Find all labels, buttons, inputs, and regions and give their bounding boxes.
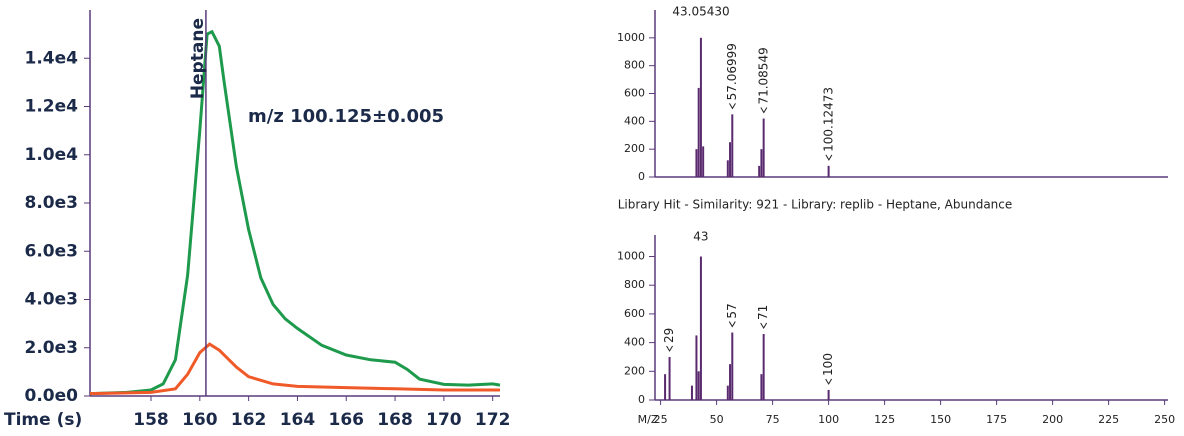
- stem: [760, 374, 763, 400]
- peak-marker: [825, 378, 833, 385]
- x-tick-label: 162: [231, 410, 267, 430]
- peak-marker: [760, 322, 768, 329]
- x-tick-label: 175: [986, 413, 1007, 426]
- stem: [699, 37, 702, 178]
- stem: [695, 335, 698, 400]
- y-tick-label: 1.2e4: [25, 97, 79, 117]
- y-tick-label: 400: [624, 114, 645, 127]
- y-tick-label: 800: [624, 59, 645, 72]
- stem: [729, 142, 732, 177]
- y-tick-label: 6.0e3: [25, 241, 78, 261]
- stem: [726, 385, 729, 400]
- stem: [702, 146, 705, 177]
- chart-title: Library Hit - Similarity: 921 - Library:…: [618, 198, 1013, 212]
- peak-marker: [728, 321, 736, 328]
- peak-label: 57: [725, 303, 739, 318]
- stem: [758, 165, 761, 177]
- x-tick-label: 160: [182, 410, 218, 430]
- x-tick-label: 225: [1098, 413, 1119, 426]
- y-tick-label: 0.0e0: [25, 386, 79, 406]
- y-tick-label: 8.0e3: [25, 193, 78, 213]
- peak-marker: [729, 103, 736, 110]
- stem: [827, 165, 830, 177]
- peak-marker: [760, 107, 768, 114]
- x-tick-label: 250: [1154, 413, 1175, 426]
- stem: [726, 160, 729, 177]
- y-tick-label: 600: [624, 87, 645, 100]
- y-tick-label: 4.0e3: [25, 290, 78, 310]
- peak-label: 29: [662, 328, 676, 343]
- peak-label: 100: [821, 353, 835, 376]
- y-tick-label: 0: [638, 393, 645, 406]
- stem: [664, 374, 667, 400]
- y-tick-label: 1000: [617, 250, 645, 263]
- x-tick-label: 25: [654, 413, 668, 426]
- stem: [690, 385, 693, 400]
- x-tick-label: 158: [133, 410, 169, 430]
- x-tick-label: 150: [930, 413, 951, 426]
- marker-label: Heptane: [188, 18, 208, 99]
- stem: [695, 149, 698, 177]
- x-tick-label: 164: [280, 410, 316, 430]
- peak-marker: [666, 345, 673, 352]
- x-tick-label: 50: [710, 413, 724, 426]
- peak-label: 100.12473: [821, 87, 835, 152]
- y-tick-label: 600: [624, 307, 645, 320]
- stem: [668, 356, 671, 400]
- peak-label: 57.06999: [725, 43, 739, 100]
- stem: [699, 256, 702, 400]
- x-axis-label: M/Z: [638, 413, 659, 426]
- y-tick-label: 200: [624, 364, 645, 377]
- line-series: [89, 29, 501, 396]
- stem: [731, 332, 734, 400]
- stem: [762, 118, 765, 177]
- stem: [697, 371, 700, 400]
- line-series: [89, 342, 500, 396]
- peak-label: 43.05430: [672, 5, 729, 19]
- x-tick-label: 75: [766, 413, 780, 426]
- stem: [731, 114, 734, 177]
- stem: [760, 149, 763, 177]
- peak-label: 71.08549: [756, 47, 770, 104]
- stem: [762, 334, 765, 400]
- x-tick-label: 100: [818, 413, 839, 426]
- peak-label: 43: [693, 230, 708, 244]
- stem: [729, 364, 732, 400]
- y-tick-label: 1.0e4: [25, 145, 79, 165]
- peak-marker: [825, 154, 833, 161]
- y-tick-label: 400: [624, 336, 645, 349]
- x-axis-label: Time (s): [4, 410, 82, 430]
- y-tick-label: 200: [624, 142, 645, 155]
- x-tick-label: 170: [426, 410, 462, 430]
- x-tick-label: 200: [1042, 413, 1063, 426]
- peak-label: 71: [756, 305, 770, 320]
- x-tick-label: 125: [874, 413, 895, 426]
- x-tick-label: 166: [329, 410, 365, 430]
- x-tick-label: 168: [377, 410, 413, 430]
- y-tick-label: 800: [624, 278, 645, 291]
- y-tick-label: 1.4e4: [25, 48, 79, 68]
- stem: [697, 87, 700, 177]
- stem: [827, 389, 830, 400]
- x-tick-label: 172: [475, 410, 511, 430]
- y-tick-label: 0: [638, 170, 645, 183]
- y-tick-label: 2.0e3: [25, 338, 78, 358]
- y-tick-label: 1000: [617, 31, 645, 44]
- annotation: m/z 100.125±0.005: [248, 106, 444, 127]
